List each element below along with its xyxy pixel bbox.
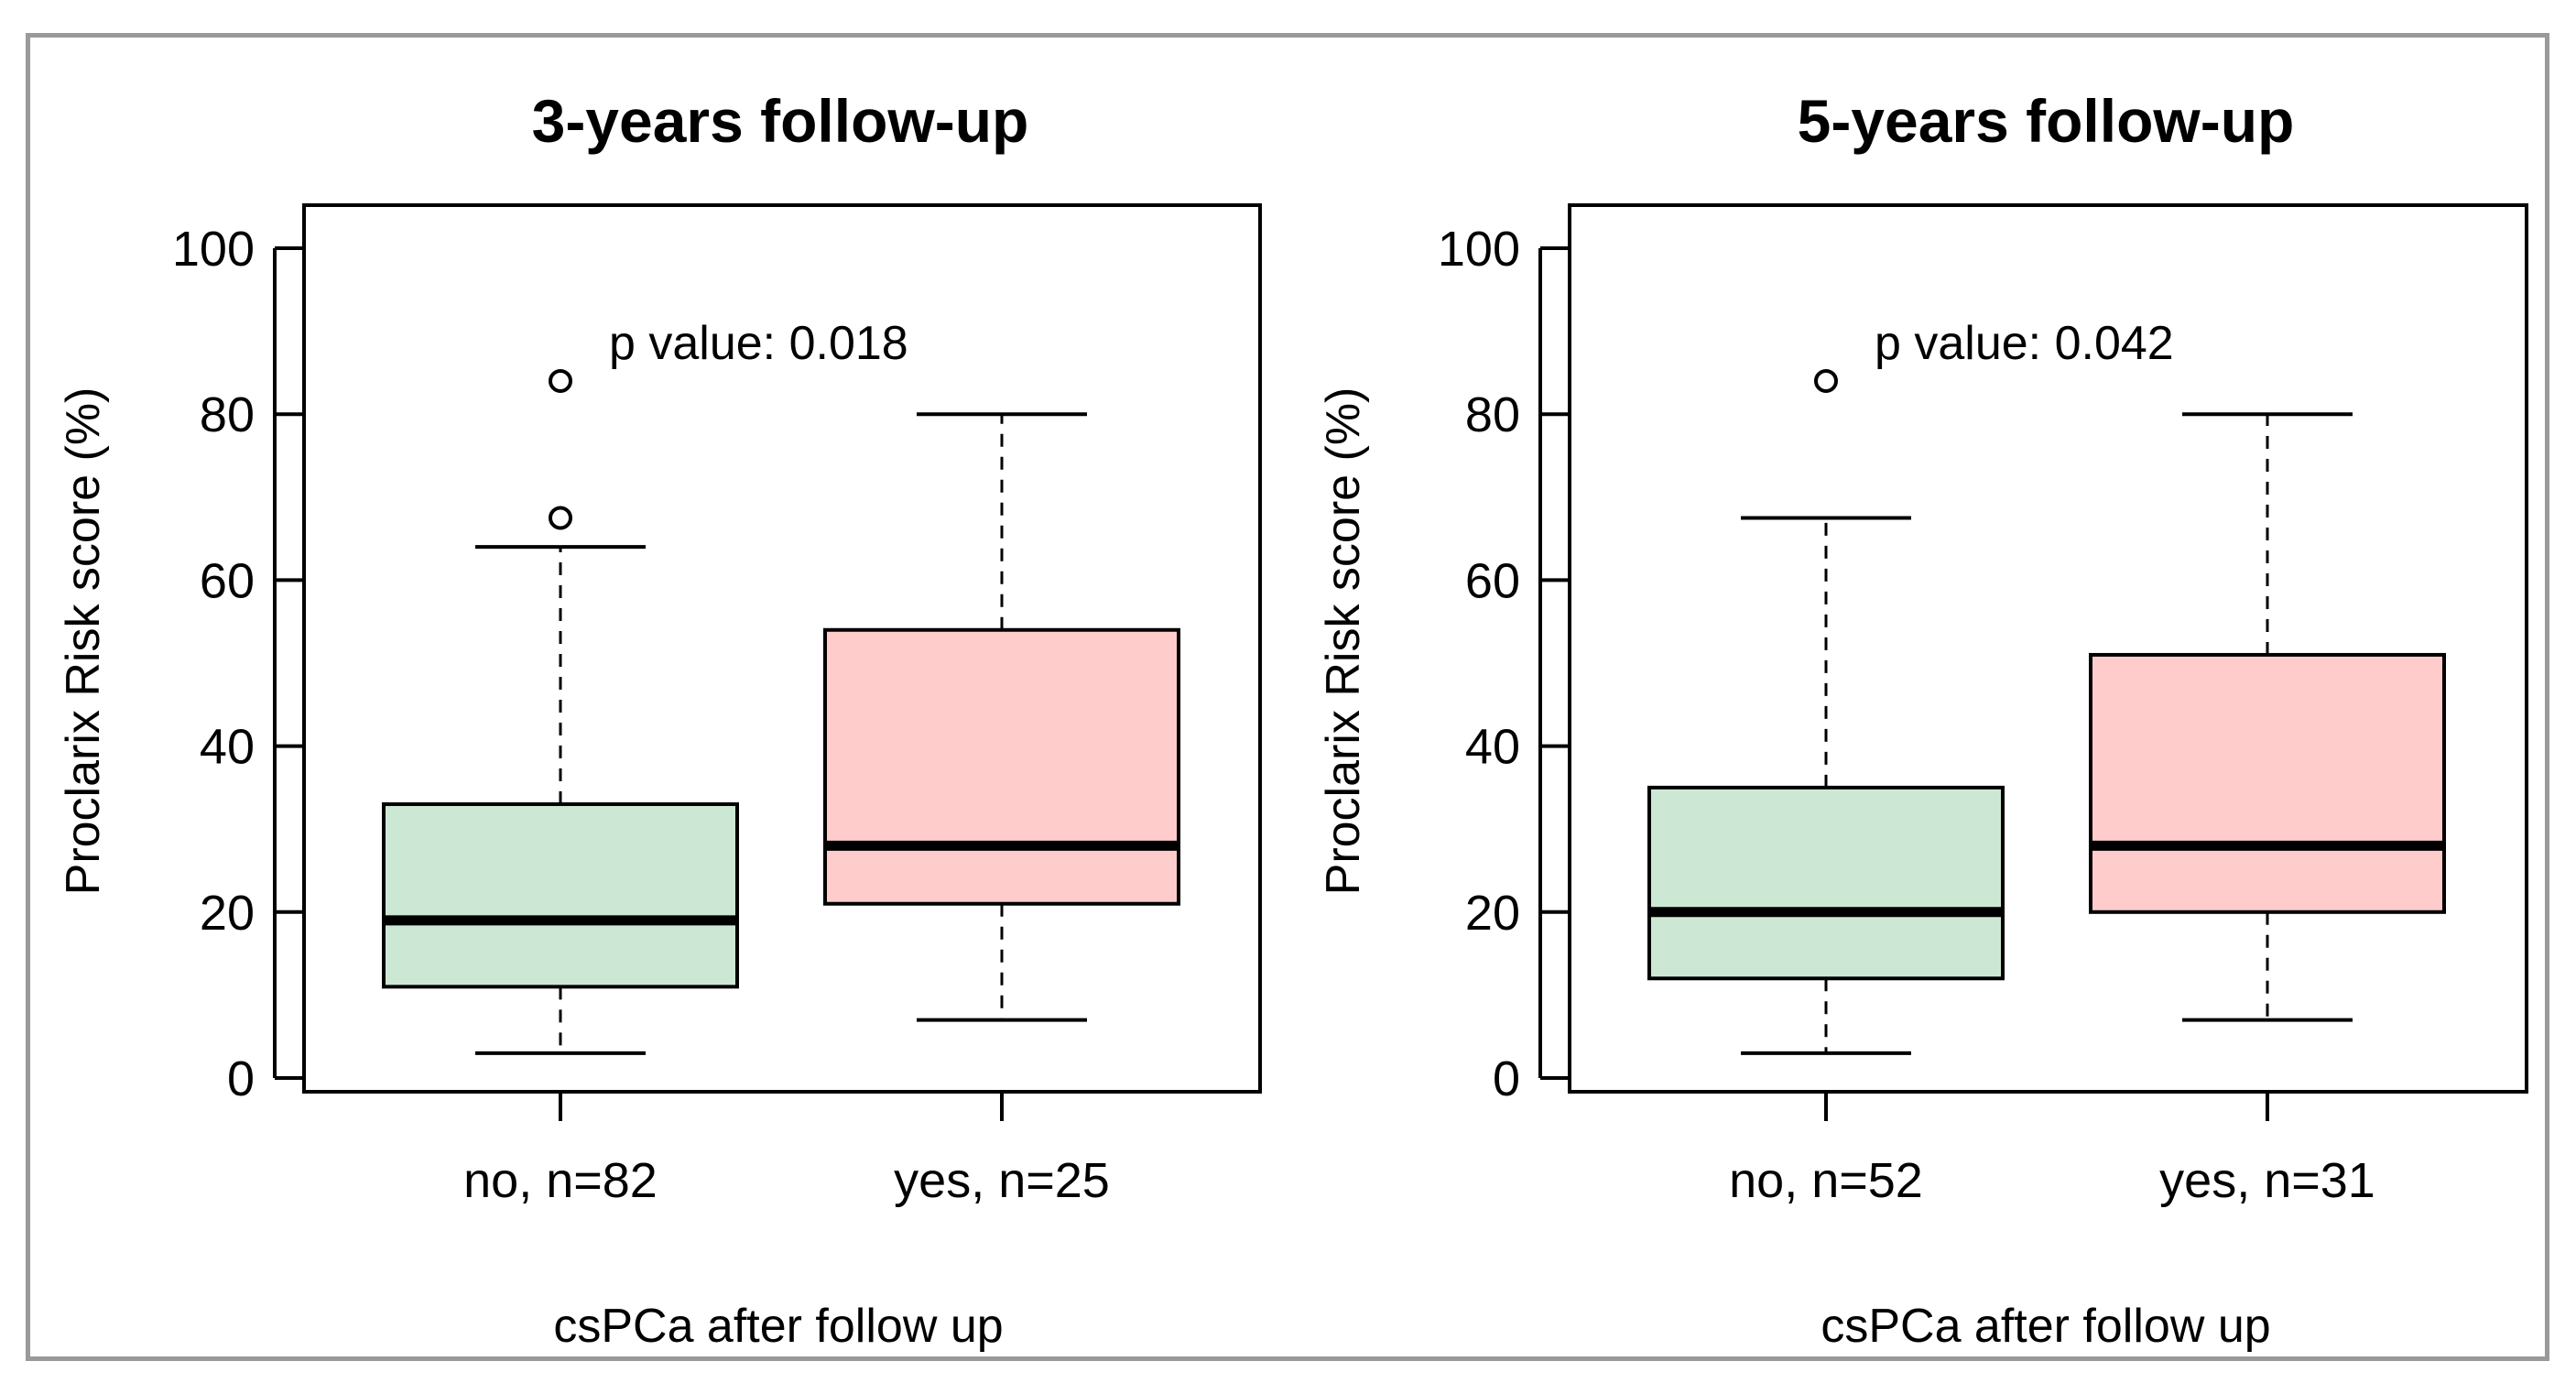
p-value-annotation: p value: 0.018 [609,317,908,370]
y-tick-label: 20 [1465,886,1520,941]
outlier-point [549,506,572,530]
y-tick-label: 0 [1493,1051,1520,1106]
y-tick-label: 40 [1465,720,1520,775]
x-tick-label: yes, n=31 [2159,1153,2375,1208]
y-tick-label: 80 [200,387,255,442]
x-tick-label: yes, n=25 [894,1153,1110,1208]
p-value-annotation: p value: 0.042 [1875,317,2174,370]
x-tick-label: no, n=82 [463,1153,658,1208]
iqr-box [382,802,739,989]
panel-3-years: 3-years follow-up Proclarix Risk score (… [57,87,1262,1353]
y-tick-label: 40 [200,720,255,775]
y-tick-label: 80 [1465,387,1520,442]
x-axis-label: csPCa after follow up [1821,1300,2270,1353]
y-tick-label: 0 [227,1051,255,1106]
y-tick-label: 20 [200,886,255,941]
panel-5-years: 5-years follow-up Proclarix Risk score (… [1317,87,2528,1353]
plot-frame [1568,203,2528,1094]
y-tick-label: 60 [200,553,255,608]
chart-title: 3-years follow-up [532,87,1029,155]
y-tick-label: 60 [1465,553,1520,608]
outlier-point [549,368,572,393]
chart-title: 5-years follow-up [1798,87,2295,155]
plot-frame [302,203,1262,1094]
y-tick-label: 100 [172,222,255,277]
x-axis-label: csPCa after follow up [553,1300,1003,1353]
iqr-box [1647,785,2005,981]
y-tick-label: 100 [1438,222,1520,277]
y-axis-label: Proclarix Risk score (%) [1317,387,1370,896]
x-tick-label: no, n=52 [1729,1153,1923,1208]
iqr-box [2089,652,2446,914]
iqr-box [823,627,1180,906]
outlier-point [1814,368,1838,393]
y-axis-label: Proclarix Risk score (%) [57,387,110,896]
